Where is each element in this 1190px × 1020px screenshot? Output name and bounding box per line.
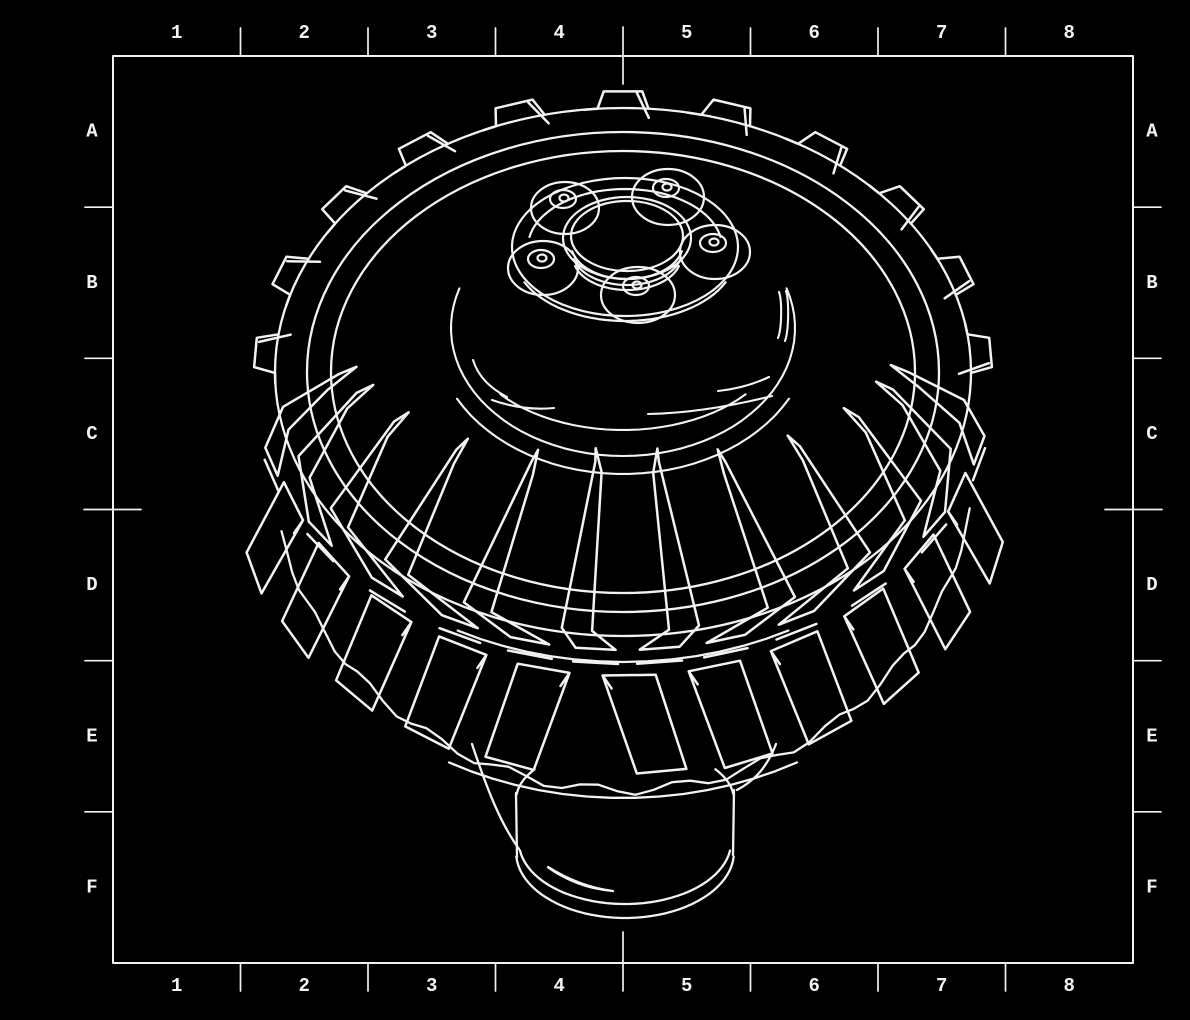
hub-bolt-boss-2 [630,167,706,227]
grid-row-label-left-C: C [86,423,97,445]
hub-flange-inner-edge [528,187,722,238]
upper-tread-lug [842,406,923,607]
lower-tread-lug [484,662,571,772]
upper-tread-lug [560,446,620,666]
tire-bottom-edges [280,507,971,799]
tread-upper-lugs [263,363,987,666]
grid-border [112,55,1134,964]
upper-tread-lug [263,365,358,493]
axle-drum [470,742,778,920]
sidewall-ring-large [455,397,791,475]
lower-tread-lug [687,659,774,770]
grid-col-label-top-3: 3 [426,22,437,44]
axle-side-lines [514,788,736,859]
lower-tread-lug [903,533,972,651]
grid-col-label-bottom-3: 3 [426,975,437,997]
upper-tread-lug [775,434,872,641]
lower-tread-lug [280,541,351,660]
grid-col-label-top-6: 6 [809,22,820,44]
hub-bolt-boss-1 [529,180,601,236]
lower-tread-lug [601,673,688,775]
upper-tread-lug [297,383,375,563]
hub-bore-inner [569,199,685,273]
lower-tread-lug [403,635,488,750]
axle-rim-sliver [546,865,615,893]
grid-row-label-right-A: A [1146,121,1158,143]
upper-tread-lug [889,363,987,482]
grid-col-label-bottom-1: 1 [171,975,182,997]
tread-band-boundary [456,629,790,664]
grid-row-label-left-B: B [86,272,97,294]
grid-row-label-right-F: F [1146,876,1157,898]
tire-rim-scallops [252,90,994,385]
hub-assembly [506,167,752,325]
grid-col-label-bottom-7: 7 [936,975,947,997]
grid-col-label-top-7: 7 [936,22,947,44]
rim-scallop-lugs [252,90,994,385]
grid-labels: 1 1 2 2 3 3 4 4 5 5 6 6 7 7 8 8 A A B B C C D D E E F F [86,22,1158,997]
hub-bolt-boss-3 [506,239,580,297]
crown-ring-inner [329,149,917,595]
hub-flange [510,176,740,318]
tread-lower-lugs [245,471,1005,775]
grid-row-label-right-B: B [1146,272,1157,294]
lower-tread-lug [769,630,853,746]
grid-row-label-left-A: A [86,121,98,143]
tire-underside-sweeps [470,742,778,851]
sidewall-ring-mid [450,287,796,458]
lower-tread-lug [946,471,1005,585]
upper-tread-lug [383,437,482,645]
sidewall-dashes [471,358,774,416]
axle-bottom-inner [518,849,732,906]
tire-bottom-edge [280,507,971,796]
grid-col-label-bottom-4: 4 [554,975,565,997]
grid-col-label-top-8: 8 [1064,22,1075,44]
grid-col-label-bottom-8: 8 [1064,975,1075,997]
upper-tread-lug [329,411,410,613]
grid-row-label-left-E: E [86,725,97,747]
grid-row-label-left-D: D [86,574,97,596]
grid-row-label-left-F: F [86,876,97,898]
grid-col-label-top-4: 4 [554,22,565,44]
grid-col-label-bottom-5: 5 [681,975,692,997]
upper-tread-lug [702,448,797,659]
sidewall-notch [776,289,790,343]
hub-bolt-boss-5 [678,223,752,281]
axle-top-arcs [515,768,735,796]
lower-tread-lug [334,594,413,712]
lower-tread-lug [843,587,920,706]
grid-row-label-right-C: C [1146,423,1157,445]
grid-col-label-top-5: 5 [681,22,692,44]
axle-bottom-outer [515,855,735,920]
grid-col-label-top-2: 2 [299,22,310,44]
grid-col-label-bottom-2: 2 [299,975,310,997]
upper-tread-lug [462,448,554,661]
grid-col-label-bottom-6: 6 [809,975,820,997]
grid-ticks [83,26,1163,992]
grid-row-label-right-D: D [1146,574,1157,596]
tire-drawing [245,90,1005,920]
crown-ring-outer [305,130,941,614]
upper-tread-lug [635,447,701,666]
hub-bore-outer [561,195,693,281]
grid-col-label-top-1: 1 [171,22,182,44]
tire-sidewall-rings [450,287,796,475]
lower-tread-lug [245,480,305,595]
tire-bottom-edge-inner [447,761,799,799]
sidewall-ring-small [499,393,747,431]
hub-bolt-boss-4 [599,265,677,325]
grid-row-label-right-E: E [1146,725,1157,747]
